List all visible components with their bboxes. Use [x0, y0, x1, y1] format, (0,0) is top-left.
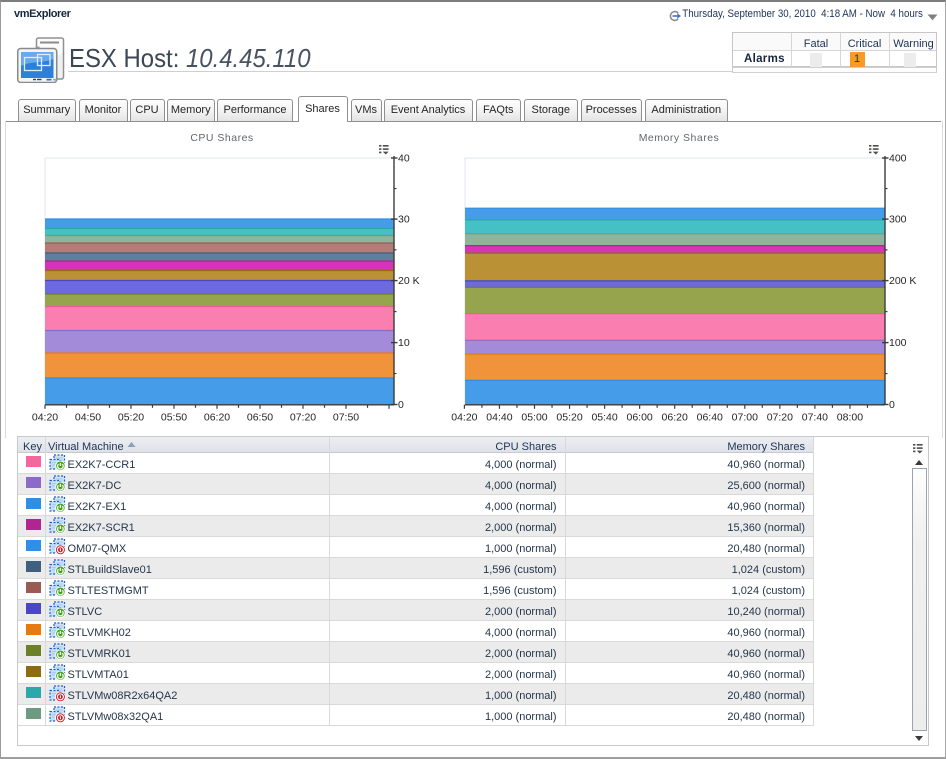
svg-text:40: 40	[398, 153, 410, 165]
svg-text:07:40: 07:40	[802, 411, 828, 423]
svg-text:300: 300	[889, 214, 907, 226]
svg-text:04:40: 04:40	[486, 411, 512, 423]
svg-text:04:20: 04:20	[451, 411, 477, 423]
svg-text:10: 10	[398, 337, 410, 349]
svg-text:400: 400	[889, 153, 907, 165]
svg-text:04:50: 04:50	[75, 411, 101, 423]
svg-text:08:00: 08:00	[837, 411, 863, 423]
svg-text:06:40: 06:40	[697, 411, 723, 423]
svg-text:05:20: 05:20	[556, 411, 582, 423]
svg-text:06:00: 06:00	[627, 411, 653, 423]
svg-text:07:20: 07:20	[290, 411, 316, 423]
svg-text:07:50: 07:50	[333, 411, 359, 423]
svg-text:05:50: 05:50	[161, 411, 187, 423]
svg-text:06:20: 06:20	[204, 411, 230, 423]
svg-text:0: 0	[889, 399, 895, 411]
svg-text:30: 30	[398, 214, 410, 226]
svg-text:06:20: 06:20	[662, 411, 688, 423]
svg-text:200 K: 200 K	[889, 275, 916, 287]
svg-text:0: 0	[398, 399, 404, 411]
svg-text:07:00: 07:00	[732, 411, 758, 423]
svg-text:05:20: 05:20	[118, 411, 144, 423]
svg-text:20 K: 20 K	[398, 275, 420, 287]
svg-text:05:00: 05:00	[521, 411, 547, 423]
svg-text:05:40: 05:40	[591, 411, 617, 423]
svg-text:100: 100	[889, 337, 907, 349]
svg-text:07:20: 07:20	[767, 411, 793, 423]
svg-text:04:20: 04:20	[32, 411, 58, 423]
svg-text:06:50: 06:50	[247, 411, 273, 423]
